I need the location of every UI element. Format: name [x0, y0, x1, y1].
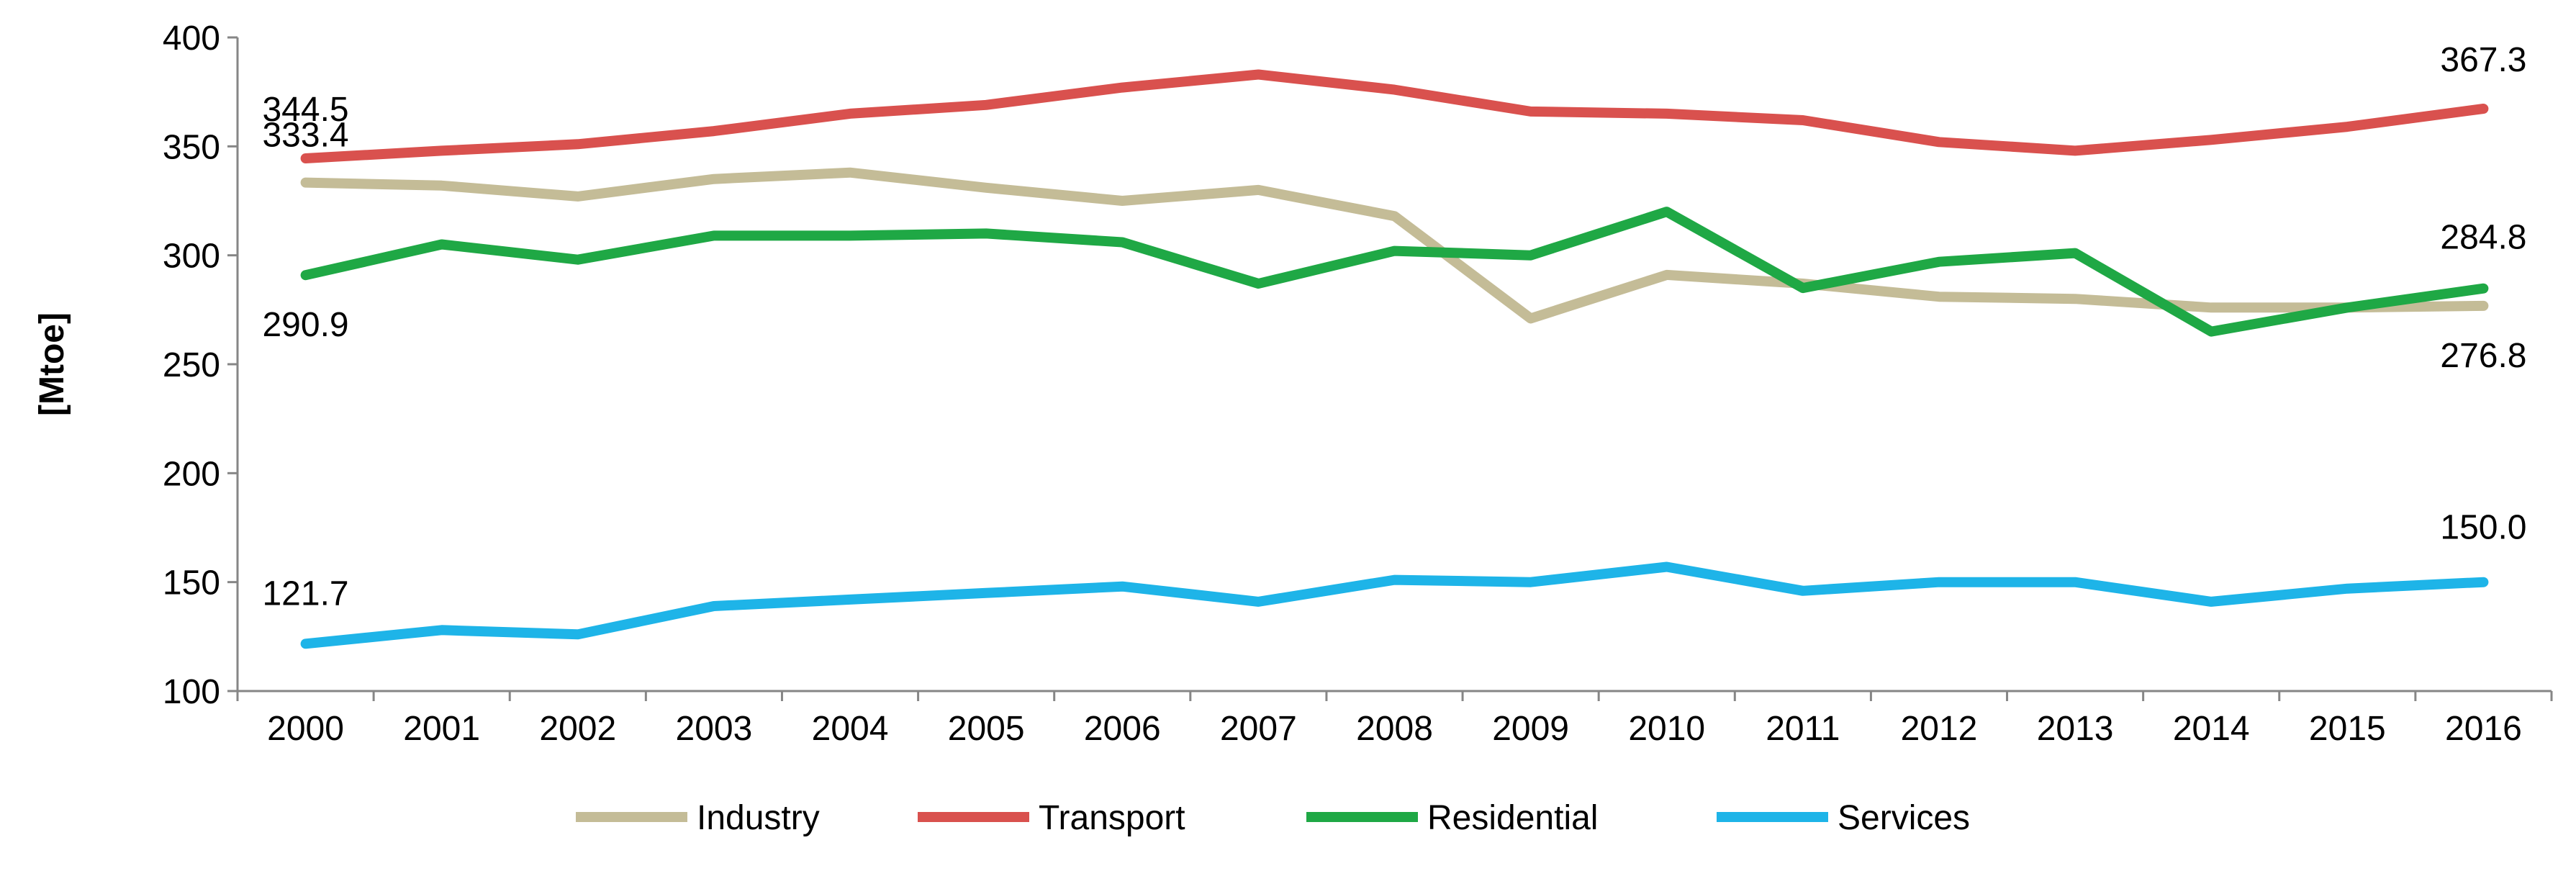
data-label-services-2016: 150.0 [2440, 509, 2526, 547]
x-tick-label: 2012 [1901, 710, 1978, 748]
series-lines [300, 69, 2489, 649]
legend-label-services: Services [1838, 799, 1970, 837]
x-tick-label: 2016 [2445, 710, 2522, 748]
y-tick-label: 100 [163, 673, 220, 711]
series-line-residential [300, 207, 2489, 337]
y-tick-label: 150 [163, 564, 220, 603]
data-label-transport-2000: 344.5 [262, 91, 348, 129]
x-tick-label: 2000 [267, 710, 344, 748]
series-line-transport [300, 69, 2489, 163]
y-tick-label: 250 [163, 346, 220, 384]
x-tick-label: 2004 [812, 710, 889, 748]
x-tick-label: 2001 [403, 710, 480, 748]
data-label-residential-2016: 284.8 [2440, 219, 2526, 257]
data-label-services-2000: 121.7 [262, 574, 348, 613]
y-tick-label: 400 [163, 19, 220, 58]
series-line-industry [300, 167, 2489, 324]
legend-label-transport: Transport [1039, 799, 1185, 837]
data-label-industry-2000: 333.4 [262, 117, 348, 155]
x-tick-label: 2002 [539, 710, 616, 748]
data-label-transport-2016: 367.3 [2440, 41, 2526, 79]
data-label-industry-2016: 276.8 [2440, 337, 2526, 375]
y-tick-label: 350 [163, 128, 220, 166]
data-label-residential-2000: 290.9 [262, 306, 348, 344]
y-tick-label: 200 [163, 455, 220, 493]
x-tick-label: 2007 [1220, 710, 1297, 748]
y-tick-label: 300 [163, 238, 220, 276]
x-tick-label: 2013 [2037, 710, 2114, 748]
legend: Industry Transport Residential Services [576, 799, 1970, 837]
x-tick-label: 2006 [1084, 710, 1161, 748]
x-tick-label: 2005 [948, 710, 1025, 748]
x-tick-label: 2008 [1356, 710, 1433, 748]
legend-label-industry: Industry [697, 799, 820, 837]
series-line-services [300, 561, 2489, 649]
x-tick-label: 2014 [2173, 710, 2250, 748]
x-tick-label: 2015 [2309, 710, 2386, 748]
y-axis-title: [Mtoe] [33, 312, 71, 416]
x-tick-label: 2003 [676, 710, 753, 748]
x-tick-label: 2010 [1628, 710, 1705, 748]
legend-label-residential: Residential [1427, 799, 1598, 837]
x-tick-label: 2009 [1492, 710, 1569, 748]
axes: 100 150 200 250 300 350 400 2000 2001 2002 2003 200… [33, 19, 2553, 748]
x-tick-label: 2011 [1766, 710, 1840, 748]
